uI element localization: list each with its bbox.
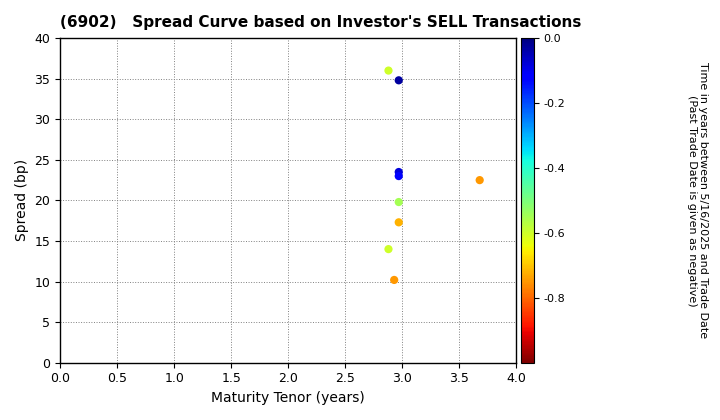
Point — [383, 246, 395, 252]
Point — [388, 277, 400, 284]
Point — [474, 177, 485, 184]
Point — [393, 77, 405, 84]
Point — [393, 169, 405, 176]
Text: (6902)   Spread Curve based on Investor's SELL Transactions: (6902) Spread Curve based on Investor's … — [60, 15, 582, 30]
Point — [383, 67, 395, 74]
Point — [393, 219, 405, 226]
Y-axis label: Time in years between 5/16/2025 and Trade Date
(Past Trade Date is given as nega: Time in years between 5/16/2025 and Trad… — [687, 62, 708, 339]
Point — [393, 199, 405, 205]
X-axis label: Maturity Tenor (years): Maturity Tenor (years) — [211, 391, 365, 405]
Y-axis label: Spread (bp): Spread (bp) — [15, 159, 29, 242]
Point — [393, 173, 405, 179]
